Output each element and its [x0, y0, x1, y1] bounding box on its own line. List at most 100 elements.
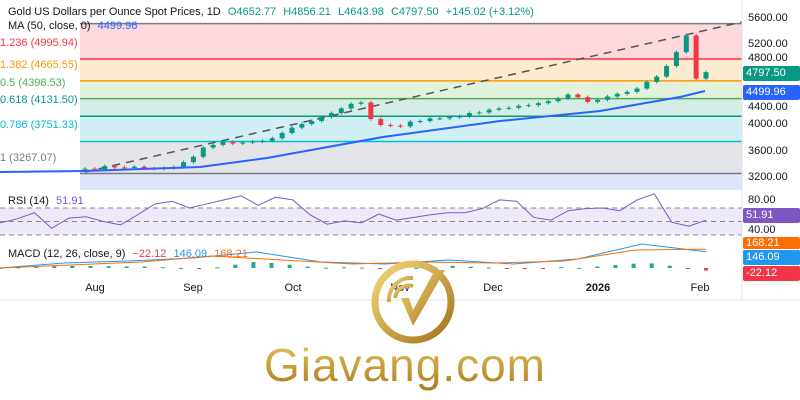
ma-value: 4499.96 — [97, 20, 138, 32]
candle — [102, 166, 108, 170]
candle — [279, 132, 285, 139]
candle — [240, 142, 246, 144]
price-axis-label: 4800.00 — [748, 52, 788, 64]
macd-histogram-bar — [341, 267, 346, 269]
fib-band — [80, 173, 742, 190]
last-price-tag: 4797.50 — [743, 66, 800, 81]
macd-histogram-bar — [541, 268, 546, 269]
price-axis-label: 4400.00 — [748, 101, 788, 113]
fib-label: 0.786 (3751.33) — [0, 119, 78, 132]
rsi-tag: 51.91 — [743, 208, 800, 223]
macd-histogram-bar — [16, 267, 21, 269]
rsi-value: 51.91 — [56, 195, 84, 207]
macd-histogram-bar — [34, 266, 39, 268]
macd-histogram-bar — [522, 268, 527, 269]
candle — [269, 138, 275, 141]
candle — [506, 107, 512, 109]
macd-tag: 146.09 — [743, 250, 800, 265]
legend-symbol: Gold US Dollars per Ounce Spot Prices, 1… — [8, 6, 538, 19]
macd-histogram-bar — [70, 265, 75, 268]
candle — [614, 93, 620, 97]
time-axis-label: 2026 — [585, 282, 611, 294]
candle — [476, 112, 482, 114]
macd-histogram-bar — [124, 266, 129, 268]
macd-histogram-bar — [269, 262, 274, 268]
macd-histogram-bar — [504, 268, 509, 269]
time-axis-label: Feb — [690, 282, 710, 294]
macd-signal-tag: 168.21 — [743, 237, 800, 249]
candle — [654, 76, 660, 82]
ma-label: MA (50, close, 0) — [8, 20, 91, 32]
candle — [575, 94, 581, 98]
trend-line — [84, 21, 743, 173]
candle — [220, 141, 226, 145]
candle — [466, 113, 472, 117]
candle — [535, 103, 541, 106]
open-value: O4652.77 — [227, 6, 277, 18]
candle — [378, 119, 384, 125]
candle — [664, 66, 670, 77]
price-axis-label: 5600.00 — [748, 12, 788, 24]
macd-legend: MACD (12, 26, close, 9) −22.12 146.09 16… — [8, 248, 252, 261]
fib-label: 0.618 (4131.50) — [0, 94, 78, 107]
macd-value: 146.09 — [173, 248, 208, 260]
rsi-axis-40: 40.00 — [748, 224, 776, 236]
fib-band — [80, 23, 742, 60]
candle — [457, 116, 463, 118]
macd-line — [0, 243, 707, 269]
candle — [516, 105, 522, 108]
macd-histogram-bar — [378, 268, 383, 269]
macd-histogram-bar — [577, 267, 582, 269]
candle — [121, 167, 127, 169]
high-value: H4856.21 — [283, 6, 331, 18]
macd-histogram-bar — [233, 264, 238, 268]
candle — [200, 147, 206, 157]
watermark-text: Giavang.com — [0, 338, 800, 392]
macd-histogram-bar — [142, 266, 147, 268]
candle — [328, 113, 334, 118]
candle — [92, 168, 98, 170]
candle — [427, 118, 433, 122]
candle — [545, 101, 551, 104]
macd-histogram-bar — [667, 265, 672, 268]
candle — [309, 121, 315, 125]
macd-histogram-bar — [305, 266, 310, 268]
macd-signal-value: 168.21 — [214, 248, 248, 260]
macd-histogram-bar — [215, 267, 220, 269]
macd-histogram-bar — [160, 267, 165, 269]
candle — [437, 118, 443, 120]
candle — [644, 81, 650, 89]
macd-histogram-bar — [450, 265, 455, 268]
candle — [565, 94, 571, 99]
macd-histogram-bar — [0, 268, 2, 269]
candle — [673, 52, 679, 67]
ma-price-tag: 4499.96 — [743, 85, 800, 100]
macd-histogram-bar — [360, 267, 365, 269]
fib-band — [80, 98, 742, 117]
macd-label: MACD (12, 26, close, 9) — [8, 248, 126, 260]
candle — [368, 102, 374, 120]
macd-histogram-bar — [414, 267, 419, 269]
fib-label: 1.236 (4995.94) — [0, 37, 78, 50]
candle — [230, 141, 236, 144]
time-axis-label: Sep — [183, 282, 203, 294]
fib-band — [80, 59, 742, 81]
candle — [388, 125, 394, 126]
macd-histogram-bar — [106, 266, 111, 268]
macd-histogram-bar — [486, 267, 491, 269]
close-value: C4797.50 — [390, 6, 439, 18]
candle — [585, 97, 591, 102]
candle — [407, 121, 413, 127]
ma-line — [0, 90, 706, 174]
candle — [604, 96, 610, 100]
macd-histogram-bar — [468, 266, 473, 268]
candle — [693, 35, 699, 79]
candle — [319, 117, 325, 122]
candle — [289, 127, 295, 133]
macd-hist-tag: -22.12 — [743, 266, 800, 281]
macd-histogram-bar — [595, 266, 600, 268]
candle — [447, 117, 453, 119]
macd-histogram-bar — [649, 263, 654, 268]
candle — [141, 166, 147, 169]
